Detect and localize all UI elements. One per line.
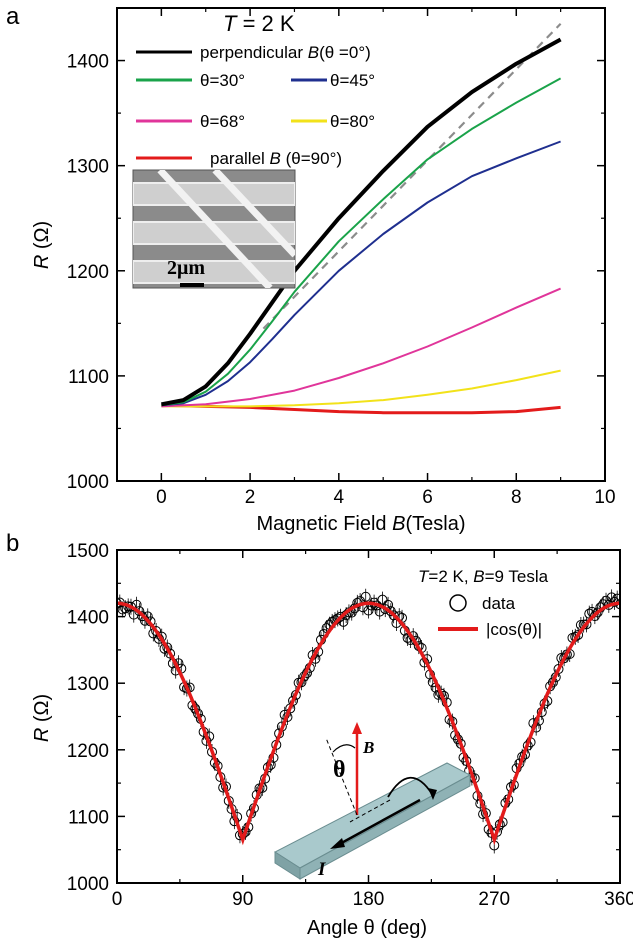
- panel-a-legend: perpendicular B(θ =0°) θ=30° θ=45° θ=68° θ=8…: [136, 43, 375, 168]
- data-point: [581, 619, 592, 630]
- legend-marker-data: [449, 594, 467, 612]
- legend-label-0: perpendicular B(θ =0°): [200, 43, 371, 62]
- panel-a-y-tick-label: 1100: [68, 367, 109, 388]
- data-point: [377, 594, 388, 605]
- schematic-b-label: B: [362, 738, 374, 757]
- legend-label-1: θ=30°: [200, 71, 245, 90]
- panel-a-x-tick-label: 8: [511, 487, 522, 508]
- panel-a-x-label: Magnetic Field B(Tesla): [257, 513, 466, 535]
- panel-b-x-tick-label: 180: [353, 889, 385, 910]
- panel-a-y-tick-label: 1300: [67, 157, 109, 178]
- panel-a-temperature: T = 2 K: [223, 11, 295, 36]
- panel-a-frame: [116, 7, 606, 482]
- panel-b-x-tick-label: 270: [478, 889, 510, 910]
- panel-b-x-tick-label: 0: [112, 889, 123, 910]
- series-line-4: [161, 369, 561, 408]
- reference-dashed-line: [262, 22, 562, 330]
- panel-a-x-tick-label: 6: [422, 487, 433, 508]
- panel-b-letter: b: [6, 530, 19, 557]
- fit-curve: [117, 601, 620, 846]
- data-point: [165, 648, 176, 659]
- panel-b: b 0 90 180 270 360 1000 1100 1200 1300 1400 1500 T…: [6, 530, 633, 939]
- series-line-2: [161, 140, 561, 407]
- series-line-3: [161, 287, 561, 408]
- panel-b-legend: data |cos(θ)|: [438, 594, 542, 639]
- schematic-i-label: I: [317, 859, 326, 880]
- panel-b-y-tick-label: 1200: [67, 741, 109, 762]
- panel-b-x-tick-label: 90: [232, 889, 253, 910]
- scale-bar: [180, 283, 204, 287]
- data-point: [360, 591, 371, 602]
- panel-a-x-tick-label: 2: [245, 487, 256, 508]
- panel-a-y-tick-label: 1400: [67, 52, 109, 73]
- data-point: [363, 605, 374, 616]
- legend-label-5: parallel B (θ=90°): [210, 149, 342, 168]
- panel-b-y-tick-label: 1100: [68, 807, 109, 828]
- panel-b-x-label: Angle θ (deg): [307, 917, 427, 939]
- temperature-var: T: [223, 11, 238, 36]
- panel-a-letter: a: [6, 3, 20, 30]
- legend-label-4: θ=80°: [330, 112, 375, 131]
- series-line-1: [161, 77, 562, 407]
- panel-b-y-tick-label: 1400: [67, 608, 109, 629]
- panel-b-y-tick-label: 1500: [67, 541, 109, 562]
- panel-b-x-tick-label: 360: [604, 889, 633, 910]
- data-point: [162, 642, 173, 653]
- panel-a-x-tick-label: 4: [334, 487, 345, 508]
- panel-a: a 0 2 4 6 8 10 1000 1100 1200 1300 1400 T = 2 K pe…: [6, 3, 616, 535]
- panel-a-y-tick-label: 1200: [67, 262, 109, 283]
- panel-a-x-tick-label: 0: [156, 487, 167, 508]
- panel-b-conditions: T=2 K, B=9 Tesla: [418, 567, 549, 586]
- schematic-theta: θ: [333, 757, 346, 783]
- temperature-value: = 2 K: [236, 11, 294, 36]
- panel-a-y-label: R (Ω): [31, 221, 53, 269]
- data-point: [573, 629, 584, 640]
- panel-b-y-label: R (Ω): [31, 694, 53, 742]
- panel-a-y-tick-label: 1000: [67, 472, 109, 493]
- legend-label-2: θ=45°: [330, 71, 375, 90]
- panel-a-x-tick-label: 10: [594, 487, 615, 508]
- scale-bar-label: 2μm: [167, 257, 205, 279]
- sem-micrograph-icon: 2μm: [132, 169, 296, 289]
- panel-b-y-tick-label: 1000: [67, 874, 109, 895]
- legend-label-data: data: [482, 594, 516, 613]
- field-geometry-icon: θ B I: [274, 722, 472, 880]
- legend-label-cos: |cos(θ)|: [486, 620, 542, 639]
- data-point: [335, 611, 346, 622]
- panel-b-y-tick-label: 1300: [67, 674, 109, 695]
- legend-label-3: θ=68°: [200, 112, 245, 131]
- data-point: [589, 611, 600, 622]
- data-point: [592, 607, 603, 618]
